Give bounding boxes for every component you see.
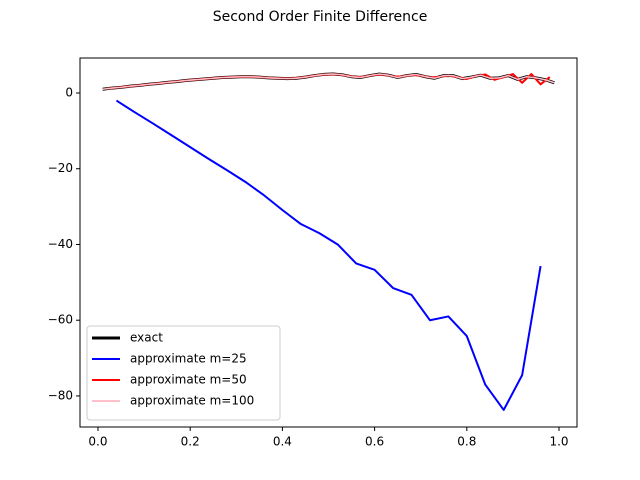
x-tick-label: 0.4 <box>273 435 292 449</box>
x-tick-label: 0.8 <box>457 435 476 449</box>
legend-label: exact <box>130 331 163 345</box>
x-tick-label: 0.6 <box>365 435 384 449</box>
x-tick-label: 0.2 <box>181 435 200 449</box>
plot-frame <box>79 57 578 428</box>
legend-label: approximate m=25 <box>130 352 247 366</box>
x-tick-label: 1.0 <box>549 435 568 449</box>
legend-label: approximate m=50 <box>130 373 247 387</box>
legend-label: approximate m=100 <box>130 394 254 408</box>
y-tick-label: 0 <box>65 85 73 99</box>
x-tick-label: 0.0 <box>88 435 107 449</box>
y-tick-label: −20 <box>48 161 73 175</box>
y-tick-label: −60 <box>48 313 73 327</box>
legend-box <box>86 325 281 421</box>
series-line <box>115 99 542 411</box>
chart-title: Second Order Finite Difference <box>213 9 428 25</box>
y-tick-label: −40 <box>48 237 73 251</box>
series-line <box>102 73 555 90</box>
y-tick-label: −80 <box>48 388 73 402</box>
